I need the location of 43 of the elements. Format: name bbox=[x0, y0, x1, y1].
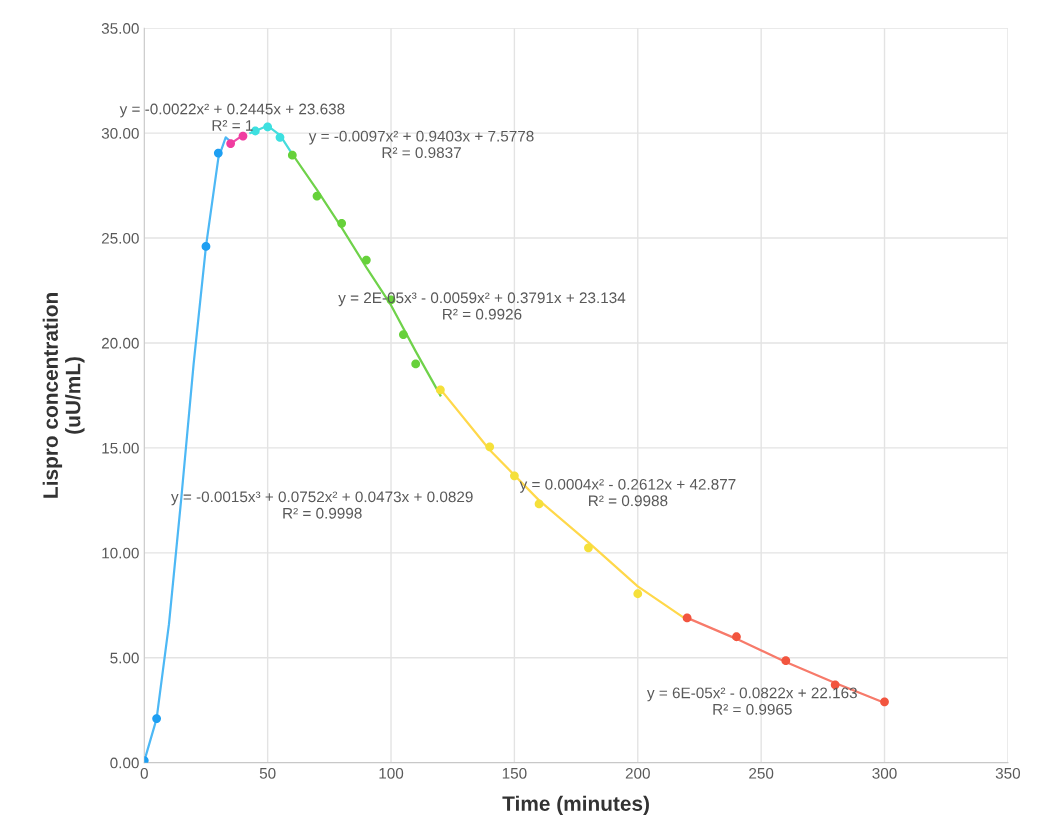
x-tick-label: 350 bbox=[995, 767, 1021, 779]
point bbox=[361, 255, 371, 265]
y-tick-label: 10.00 bbox=[102, 547, 139, 559]
annotation: y = 6E-05x² - 0.0822x + 22.163 R² = 0.9965 bbox=[647, 687, 857, 715]
point bbox=[584, 543, 593, 553]
y-tick-label: 0.00 bbox=[110, 757, 139, 769]
point bbox=[287, 150, 297, 160]
y-tick-label: 5.00 bbox=[110, 652, 139, 664]
x-tick-label: 250 bbox=[749, 767, 774, 779]
x-tick-label: 200 bbox=[625, 767, 650, 779]
x-tick-label: 100 bbox=[379, 767, 404, 779]
point bbox=[435, 385, 445, 395]
point bbox=[781, 656, 791, 666]
y-tick-label: 25.00 bbox=[101, 232, 139, 244]
y-tick-label: 35.00 bbox=[101, 23, 139, 34]
x-axis-title: Time (minutes) bbox=[502, 795, 649, 816]
annotation: y = -0.0015x³ + 0.0752x² + 0.0473x + 0.0829 R² = 0.9998 bbox=[171, 491, 473, 519]
point bbox=[152, 714, 162, 723]
point bbox=[398, 330, 408, 339]
point bbox=[732, 632, 741, 642]
x-tick-label: 300 bbox=[872, 767, 897, 779]
y-tick-label: 15.00 bbox=[102, 442, 139, 454]
point bbox=[485, 442, 495, 452]
point bbox=[226, 139, 236, 148]
point bbox=[411, 359, 421, 369]
y-tick-label: 20.00 bbox=[101, 337, 139, 349]
point bbox=[312, 191, 322, 201]
x-tick-label: 0 bbox=[140, 767, 148, 779]
point bbox=[880, 697, 889, 707]
point bbox=[534, 499, 544, 509]
point bbox=[213, 148, 223, 158]
y-axis-title: Lispro concentration (uU/mL) bbox=[42, 293, 85, 498]
x-tick-label: 50 bbox=[259, 767, 276, 779]
point bbox=[263, 122, 273, 132]
point bbox=[633, 589, 643, 599]
point bbox=[682, 613, 692, 623]
point bbox=[201, 242, 211, 251]
point bbox=[337, 218, 347, 228]
point bbox=[275, 132, 285, 142]
annotation: y = -0.0097x² + 0.9403x + 7.5778 R² = 0.9837 bbox=[308, 130, 534, 159]
point bbox=[510, 471, 519, 481]
point bbox=[238, 131, 248, 141]
x-tick-label: 150 bbox=[502, 767, 527, 779]
